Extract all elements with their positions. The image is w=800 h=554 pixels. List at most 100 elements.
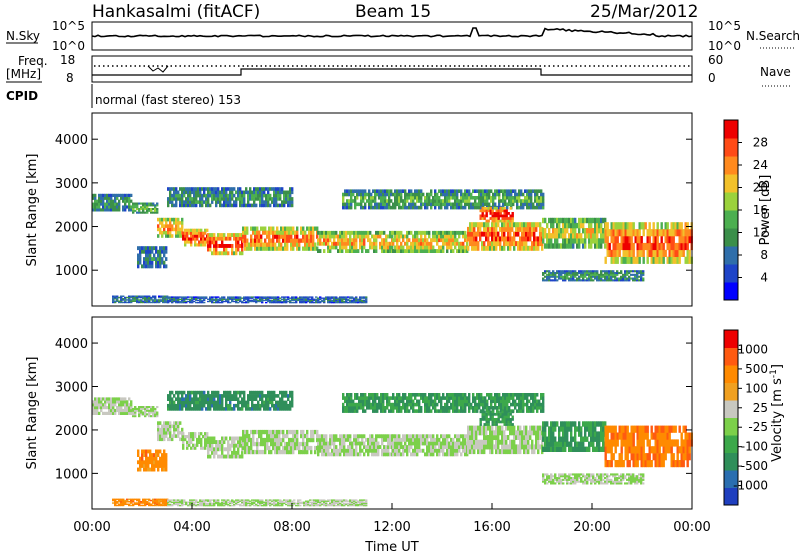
power-cell	[251, 197, 254, 201]
power-cell	[203, 301, 206, 304]
velocity-cell	[485, 425, 488, 431]
power-cell	[346, 202, 349, 207]
power-cell	[252, 230, 255, 235]
velocity-cell	[349, 434, 352, 439]
velocity-cell	[114, 400, 117, 404]
power-cell	[582, 222, 585, 229]
power-cell	[104, 205, 107, 209]
power-cell	[245, 298, 248, 300]
velocity-cell	[323, 434, 326, 439]
velocity-cell	[221, 447, 224, 452]
power-cell	[301, 299, 304, 302]
power-cell	[138, 301, 141, 304]
power-cell	[420, 205, 423, 210]
velocity-cell	[132, 409, 135, 412]
power-cell	[193, 187, 196, 191]
power-cell	[146, 299, 149, 301]
power-cell	[175, 234, 178, 238]
power-cell	[542, 279, 545, 282]
power-cell	[335, 298, 338, 300]
power-cell	[438, 189, 441, 193]
power-cell	[120, 300, 123, 302]
power-cell	[345, 300, 348, 303]
velocity-cell	[140, 411, 143, 414]
velocity-cell	[596, 446, 599, 452]
power-cell	[375, 230, 378, 235]
velocity-cell	[564, 446, 567, 452]
power-cell	[138, 208, 141, 211]
velocity-cell	[542, 421, 545, 427]
power-cell	[143, 260, 146, 265]
power-cell	[383, 241, 386, 246]
power-cell	[616, 256, 619, 264]
velocity-cell	[256, 441, 259, 447]
power-cell	[556, 243, 559, 249]
power-cell	[317, 298, 320, 300]
velocity-cell	[594, 431, 597, 437]
power-cell	[564, 238, 567, 244]
power-cell	[471, 236, 474, 242]
power-cell	[531, 226, 534, 232]
velocity-cell	[566, 436, 569, 442]
power-cell	[341, 301, 344, 304]
power-cell	[227, 197, 230, 201]
velocity-cell	[644, 432, 647, 440]
power-cell	[191, 200, 194, 204]
power-cell	[301, 300, 304, 303]
power-cell	[396, 249, 399, 253]
power-cell	[372, 199, 375, 203]
power-cell	[598, 279, 601, 282]
power-cell	[337, 299, 340, 302]
velocity-cell	[448, 434, 451, 439]
velocity-cell	[448, 441, 451, 446]
power-cell	[542, 272, 545, 275]
power-cell	[294, 234, 297, 239]
power-cell	[207, 187, 210, 191]
power-cell	[144, 211, 147, 214]
power-cell	[251, 296, 254, 298]
power-cell	[155, 260, 158, 265]
power-cell	[365, 300, 368, 303]
power-cell	[638, 270, 641, 273]
power-cell	[383, 245, 386, 250]
power-cell	[122, 199, 125, 203]
power-cell	[485, 219, 488, 223]
nsky-tick-bottom: 10^0	[52, 39, 85, 53]
power-cell	[656, 242, 659, 251]
power-cell	[237, 296, 240, 298]
power-cell	[209, 187, 212, 191]
power-cell	[313, 298, 316, 300]
power-band	[132, 202, 159, 214]
power-cell	[106, 199, 109, 203]
power-cell	[594, 243, 597, 249]
power-cell	[244, 246, 247, 251]
power-cell	[286, 226, 289, 231]
power-cell	[398, 230, 401, 235]
power-cell	[342, 205, 345, 210]
power-cell	[345, 234, 348, 239]
velocity-cell	[128, 397, 131, 401]
power-cell	[227, 299, 230, 302]
power-cell	[359, 230, 362, 235]
power-cell	[556, 233, 559, 239]
nsearch-tick-bottom: 10^0	[708, 39, 741, 53]
power-cell	[296, 246, 299, 251]
velocity-cell	[560, 441, 563, 447]
velocity-cell	[278, 433, 281, 439]
velocity-cell	[102, 411, 105, 415]
nsky-label: N.Sky	[6, 29, 40, 43]
power-cell	[402, 238, 405, 243]
power-cell	[247, 301, 250, 304]
velocity-cell	[365, 437, 368, 442]
velocity-cell	[367, 445, 370, 449]
power-cell	[310, 242, 313, 247]
power-cell	[374, 192, 377, 197]
power-cell	[235, 190, 238, 195]
velocity-cell	[594, 426, 597, 432]
power-cell	[388, 199, 391, 203]
power-cell	[604, 229, 607, 237]
power-cell	[243, 298, 246, 300]
power-cell	[296, 234, 299, 239]
power-cell	[522, 202, 525, 207]
power-cell	[606, 275, 609, 278]
